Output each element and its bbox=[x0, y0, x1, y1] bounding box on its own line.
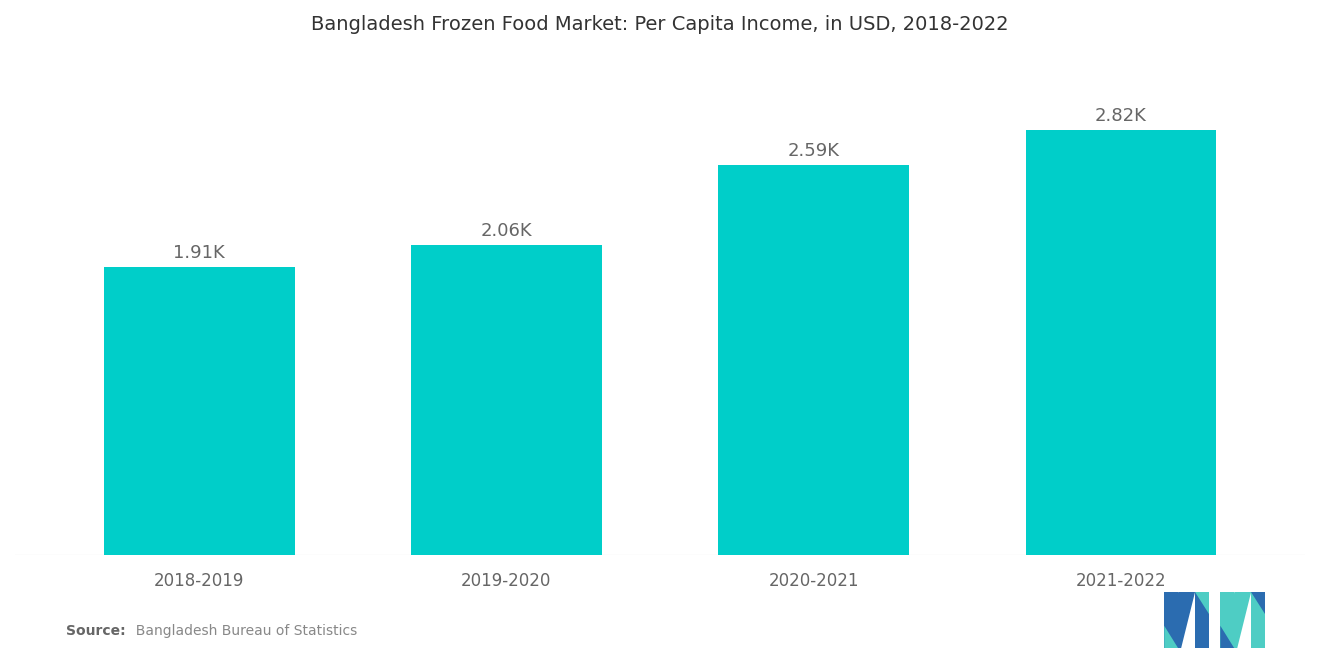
Text: 2.82K: 2.82K bbox=[1094, 107, 1147, 125]
Text: 2.06K: 2.06K bbox=[480, 221, 532, 239]
Text: 1.91K: 1.91K bbox=[173, 244, 226, 262]
Text: 2.59K: 2.59K bbox=[788, 142, 840, 160]
Bar bbox=[412, 245, 602, 555]
Text: Source:: Source: bbox=[66, 624, 125, 638]
Bar bbox=[1026, 130, 1216, 555]
Text: Bangladesh Bureau of Statistics: Bangladesh Bureau of Statistics bbox=[127, 624, 356, 638]
Bar bbox=[718, 165, 908, 555]
Title: Bangladesh Frozen Food Market: Per Capita Income, in USD, 2018-2022: Bangladesh Frozen Food Market: Per Capit… bbox=[312, 15, 1008, 34]
Bar bbox=[104, 267, 294, 555]
